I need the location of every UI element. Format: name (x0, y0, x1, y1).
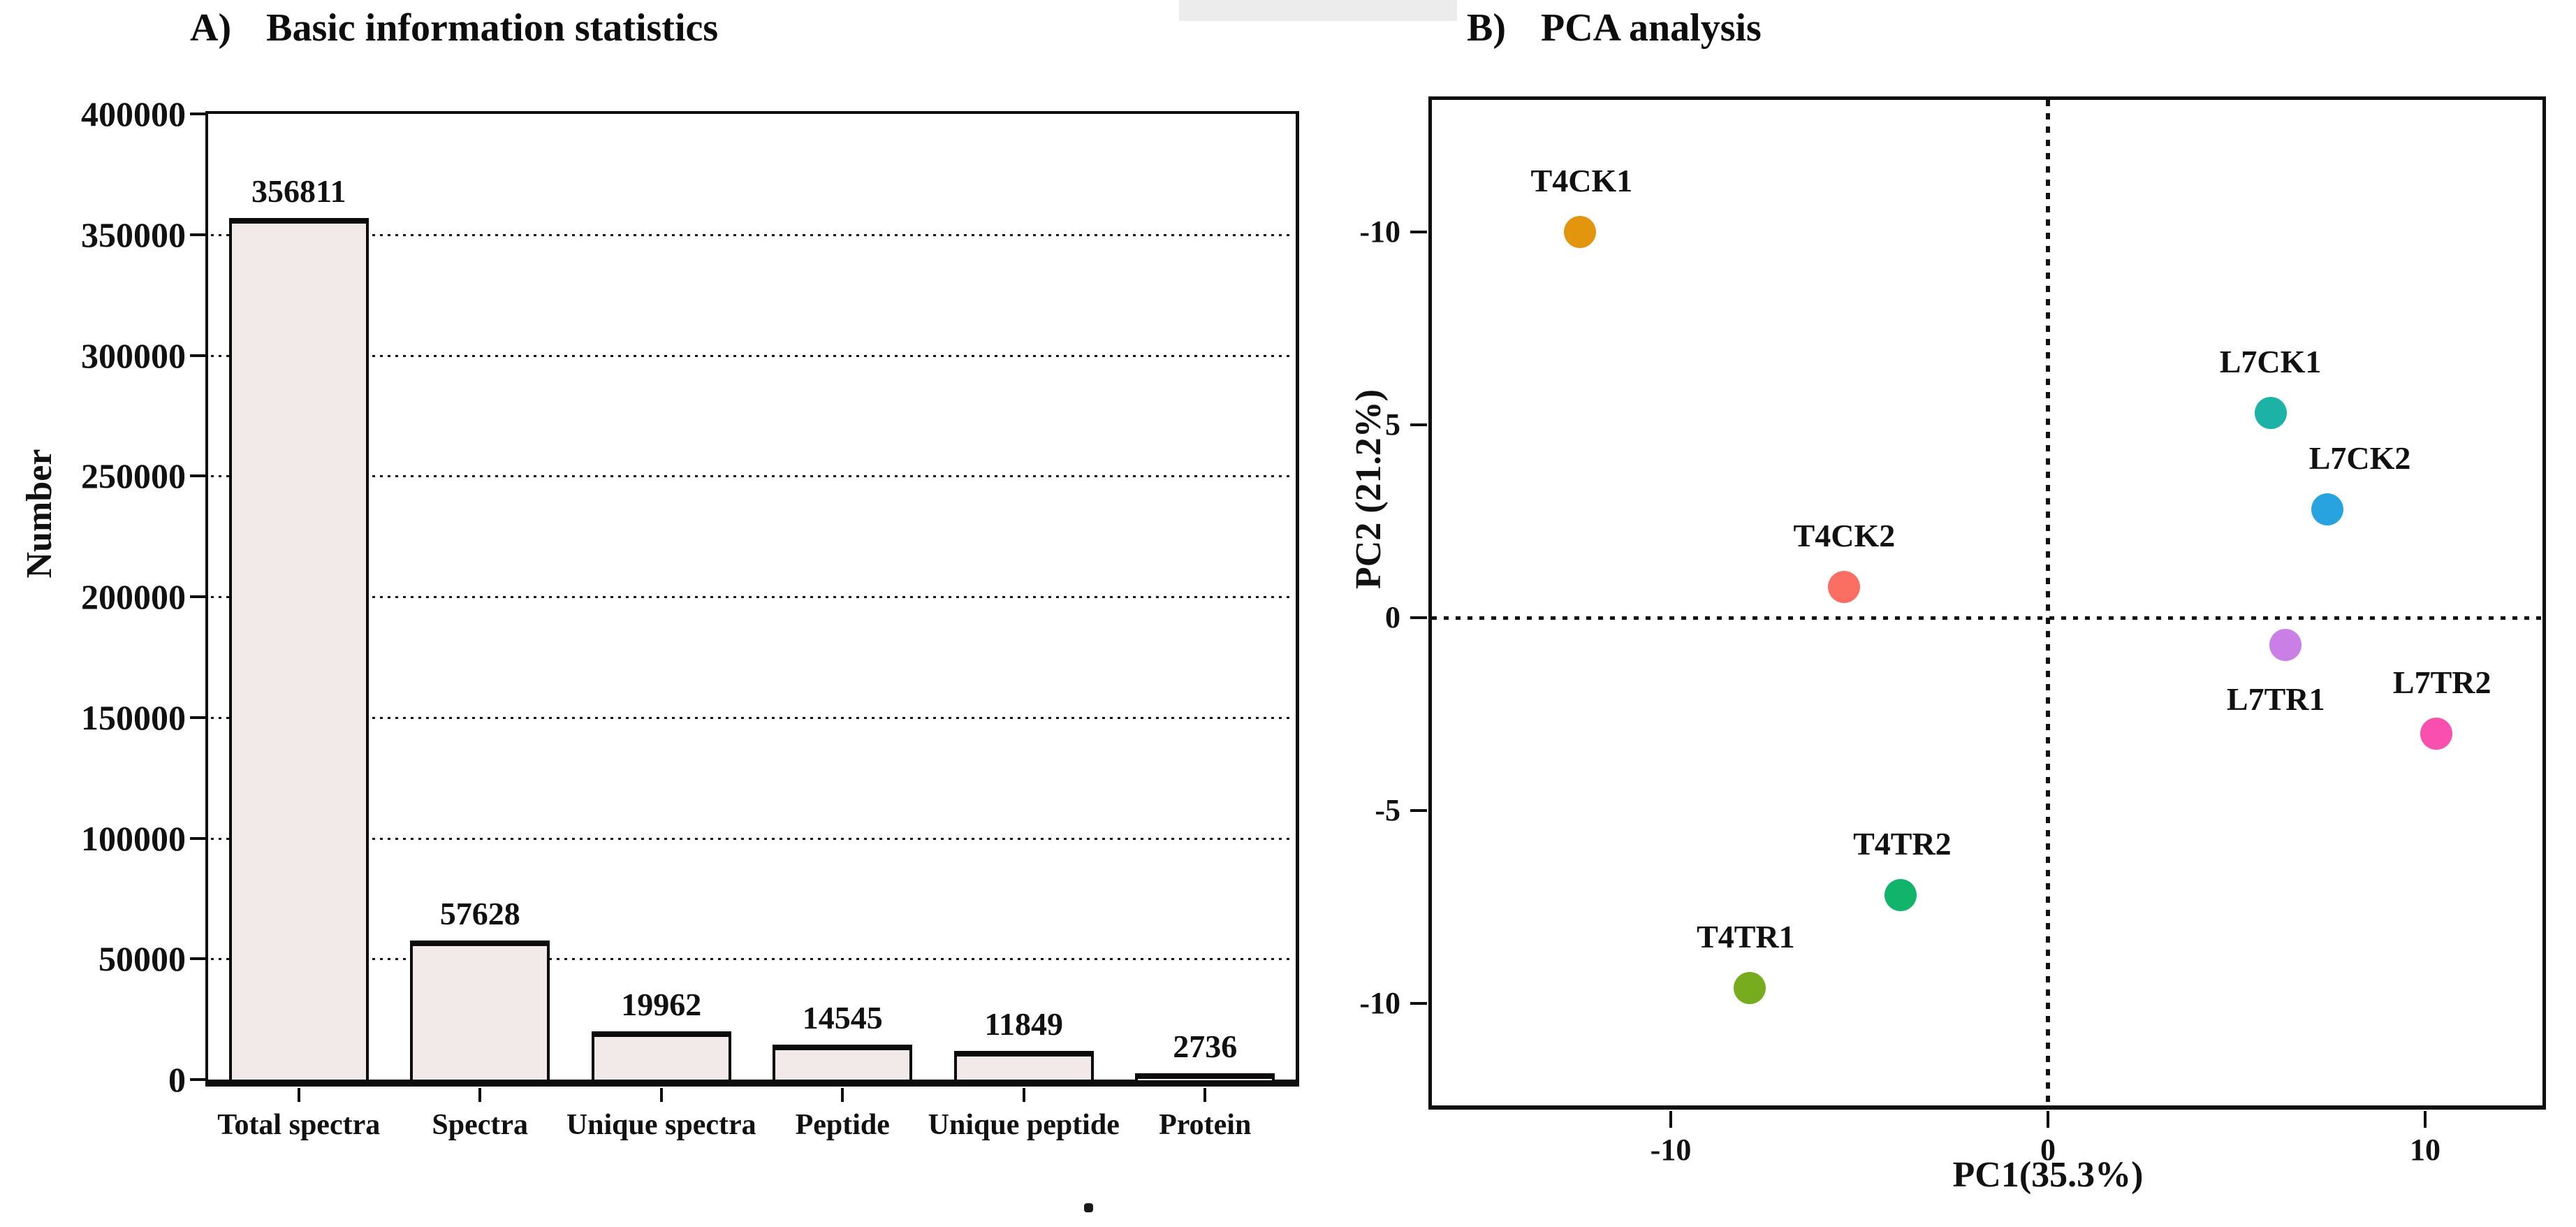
y-tick-label: 400000 (81, 94, 186, 133)
y-tick-mark (190, 1078, 205, 1081)
pca-point-T4CK1 (1564, 216, 1597, 248)
x-tick-mark (478, 1088, 482, 1102)
pca-point-L7TR1 (2269, 628, 2302, 661)
panel-a-title: A) Basic information statistics (190, 6, 718, 50)
y-tick-mark (190, 836, 205, 840)
gridline-350000 (211, 233, 1293, 236)
y-tick-mark (1410, 616, 1427, 619)
pca-point-T4TR2 (1885, 879, 1917, 912)
x-tick-mark (1669, 1111, 1672, 1128)
bar-Total spectra (228, 218, 369, 1080)
x-tick-mark (1203, 1088, 1207, 1102)
bar-value-label: 57628 (439, 895, 520, 931)
pca-point-label-T4TR2: T4TR2 (1853, 826, 1952, 862)
y-tick-label: 150000 (81, 697, 186, 737)
zero-line-vertical (2046, 100, 2050, 1105)
x-category-label: Peptide (795, 1109, 890, 1141)
panel-b-x-axis-label: PC1(35.3%) (1952, 1155, 2144, 1195)
gridline-250000 (211, 475, 1293, 478)
y-tick-label: 50000 (98, 939, 186, 979)
y-tick-label: 5 (1385, 407, 1400, 442)
y-tick-label: -10 (1359, 215, 1400, 249)
gridline-100000 (211, 837, 1293, 840)
panel-b-letter: B) (1467, 6, 1506, 50)
y-tick-label: 350000 (81, 215, 186, 254)
panel-b-title: B) PCA analysis (1467, 6, 1762, 50)
x-tick-mark (2424, 1111, 2427, 1128)
x-tick-label: 0 (2040, 1133, 2056, 1167)
y-tick-mark (190, 474, 205, 478)
x-tick-mark (841, 1088, 844, 1102)
bar-value-label: 11849 (984, 1006, 1063, 1043)
bar-value-label: 2736 (1173, 1028, 1238, 1064)
bar-Peptide (773, 1044, 913, 1080)
panel-b-title-text: PCA analysis (1541, 6, 1762, 50)
pca-point-label-L7TR1: L7TR1 (2226, 681, 2325, 717)
y-tick-mark (190, 595, 205, 598)
y-tick-label: 250000 (81, 456, 186, 496)
panel-a-y-axis-label: Number (20, 449, 59, 579)
pca-point-T4CK2 (1828, 570, 1861, 603)
y-tick-mark (190, 716, 205, 719)
pca-point-label-L7CK2: L7CK2 (2308, 440, 2411, 477)
bar-value-label: 356811 (251, 173, 346, 210)
pca-point-label-T4CK1: T4CK1 (1530, 163, 1633, 198)
x-tick-mark (297, 1088, 300, 1102)
panel-b-plot-area (1428, 96, 2546, 1110)
y-tick-label: -10 (1359, 986, 1400, 1020)
gridline-150000 (211, 716, 1293, 719)
y-tick-label: 0 (1385, 600, 1400, 634)
y-tick-mark (190, 112, 205, 115)
gridline-50000 (211, 958, 1293, 961)
x-tick-mark (1022, 1088, 1025, 1102)
x-tick-label: -10 (1650, 1133, 1692, 1167)
x-tick-mark (659, 1088, 663, 1102)
panel-a-plot-area (205, 111, 1299, 1087)
y-tick-label: 200000 (81, 577, 186, 616)
gridline-200000 (211, 596, 1293, 598)
pca-point-T4TR1 (1734, 971, 1766, 1004)
y-tick-mark (1410, 1002, 1427, 1005)
bar-Protein (1135, 1073, 1275, 1080)
x-tick-mark (2047, 1111, 2049, 1128)
panel-a-title-text: Basic information statistics (266, 6, 719, 50)
y-tick-mark (190, 354, 205, 357)
bar-value-label: 19962 (621, 987, 702, 1023)
panel-a-letter: A) (190, 6, 232, 50)
y-tick-label: 300000 (81, 335, 186, 375)
bar-Spectra (410, 940, 550, 1080)
pca-point-L7CK1 (2254, 397, 2287, 430)
x-category-label: Protein (1159, 1109, 1252, 1141)
y-tick-mark (1410, 809, 1427, 812)
bar-Unique peptide (953, 1051, 1094, 1080)
y-tick-label: 0 (168, 1060, 186, 1099)
bar-Unique spectra (591, 1031, 731, 1080)
gridline-300000 (211, 354, 1293, 357)
y-tick-mark (190, 233, 205, 236)
y-tick-mark (1410, 423, 1427, 426)
pca-point-label-L7CK1: L7CK1 (2219, 344, 2322, 380)
stray-period-dot (1084, 1203, 1093, 1212)
y-tick-label: 100000 (81, 818, 186, 858)
y-tick-mark (1410, 231, 1427, 233)
pca-point-label-T4CK2: T4CK2 (1793, 517, 1896, 553)
x-tick-label: 10 (2410, 1133, 2440, 1167)
bar-value-label: 14545 (802, 999, 883, 1036)
pca-point-L7TR2 (2420, 717, 2453, 750)
x-category-label: Unique peptide (928, 1109, 1120, 1141)
zero-line-horizontal (1432, 616, 2542, 620)
y-tick-label: -5 (1375, 793, 1400, 827)
pca-point-label-T4TR1: T4TR1 (1697, 918, 1795, 954)
x-category-label: Unique spectra (566, 1109, 756, 1141)
x-category-label: Total spectra (217, 1109, 381, 1141)
x-category-label: Spectra (432, 1109, 529, 1141)
pca-point-L7CK2 (2311, 493, 2343, 526)
scan-artifact-strip (1179, 0, 1457, 21)
y-tick-mark (190, 957, 205, 961)
pca-point-label-L7TR2: L7TR2 (2392, 664, 2491, 700)
